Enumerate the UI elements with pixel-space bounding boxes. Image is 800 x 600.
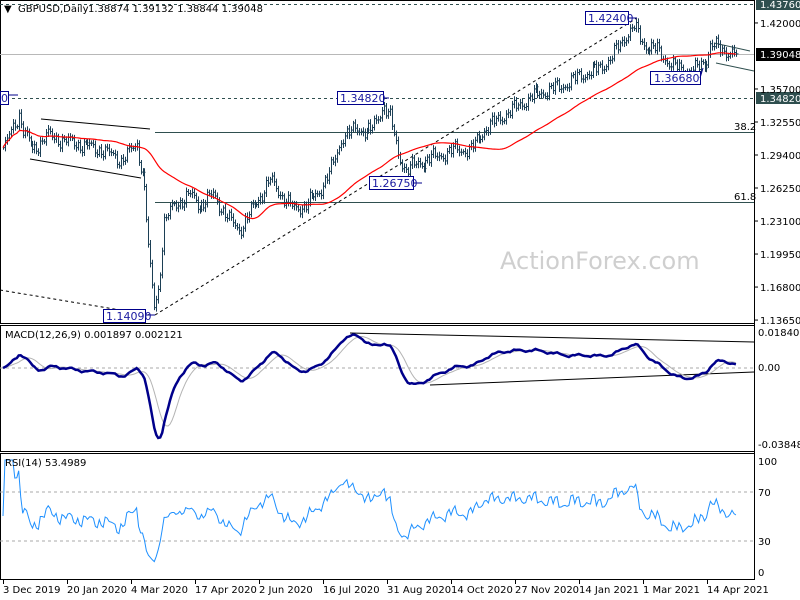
price-tick-label: 1.23100 <box>760 217 800 228</box>
time-tick-label: 14 Oct 2020 <box>451 585 513 596</box>
macd-tick: 0.018403 <box>758 328 800 339</box>
dashed-trendline-rising <box>154 17 638 316</box>
time-tick-label: 16 Jul 2020 <box>323 585 380 596</box>
time-tick-label: 14 Jan 2021 <box>579 585 639 596</box>
axis-highlight-level <box>756 92 800 104</box>
rsi-tick: 30 <box>758 537 771 548</box>
macd-tick: -0.038483 <box>758 440 800 451</box>
time-tick-label: 17 Apr 2020 <box>195 585 257 596</box>
ohlc-values: 1.38874 1.39132 1.38844 1.39048 <box>88 4 263 15</box>
label-text: 0 <box>1 92 8 105</box>
main-panel <box>0 0 755 324</box>
time-tick-label: 2 Jun 2020 <box>259 585 313 596</box>
label-1-34820: 1.34820 <box>337 91 389 105</box>
fib-61-8-label: 61.8 <box>734 192 756 203</box>
label-1-42400: 1.42400 <box>585 11 637 25</box>
time-tick-label: 27 Nov 2020 <box>515 585 579 596</box>
label-1-14090: 1.14090 <box>103 309 155 323</box>
time-tick-label: 4 Mar 2020 <box>131 585 188 596</box>
axis-label-level: 1.34820 <box>760 94 800 105</box>
macd-line <box>2 333 737 440</box>
price-tick-label: 1.13650 <box>760 316 800 327</box>
label-text: 1.34820 <box>340 92 386 105</box>
fib-38-2-label: 38.2 <box>734 122 756 133</box>
rsi-tick: 0 <box>758 568 764 579</box>
moving-average-line <box>2 52 736 220</box>
price-tick-label: 1.32550 <box>760 118 800 129</box>
label-text: 1.14090 <box>106 310 152 323</box>
price-bar <box>736 49 739 57</box>
rsi-tick: 70 <box>758 488 771 499</box>
current-price-label: 1.39048 <box>760 50 800 61</box>
symbol-title: GBPUSD,Daily <box>18 4 89 15</box>
price-tick-label: 1.16800 <box>760 283 800 294</box>
price-tick-label: 1.29400 <box>760 151 800 162</box>
channel-bottom-line <box>29 158 142 179</box>
label-text: 1.42400 <box>588 12 634 25</box>
reference-lines <box>0 4 755 316</box>
macd-top-trendline <box>349 332 755 343</box>
rsi-tick: 100 <box>758 457 777 468</box>
label-text: 1.26750 <box>372 177 418 190</box>
price-axis: 1.43760 1.39048 1.34820 1.42000 1.35700 1.… <box>754 0 800 580</box>
macd-signal-line <box>2 336 737 427</box>
current-price-badge <box>756 48 800 61</box>
collapse-arrow-icon[interactable]: ▼ <box>4 4 12 15</box>
rsi-line <box>2 459 737 563</box>
label-text: 1.36680 <box>654 72 700 85</box>
label-1-36680: 1.36680 <box>650 67 704 85</box>
time-axis: 3 Dec 2019 20 Jan 2020 4 Mar 2020 17 Apr 20… <box>0 579 769 596</box>
axis-label-high: 1.43760 <box>760 0 800 11</box>
macd-tick: 0.00 <box>758 363 780 374</box>
macd-title: MACD(12,26,9) 0.001897 0.002121 <box>5 330 183 341</box>
watermark: ActionForex.com <box>500 247 700 275</box>
price-tick-label: 1.26250 <box>760 184 800 195</box>
channel-top-line <box>40 118 151 130</box>
time-tick-label: 31 Aug 2020 <box>387 585 451 596</box>
rsi-title: RSI(14) 53.4989 <box>5 458 86 469</box>
label-1-26750: 1.26750 <box>369 176 422 190</box>
axis-highlight-high <box>756 0 800 10</box>
label-left-clipped: 0 <box>0 91 18 105</box>
time-tick-label: 20 Jan 2020 <box>67 585 127 596</box>
price-tick-label: 1.19950 <box>760 250 800 261</box>
price-tick-label: 1.35700 <box>760 85 800 96</box>
price-bars <box>3 18 739 312</box>
rsi-panel <box>0 453 755 580</box>
wedge-bottom-line <box>715 62 755 72</box>
price-tick-label: 1.42000 <box>760 19 800 30</box>
time-tick-label: 14 Apr 2021 <box>707 585 769 596</box>
time-tick-label: 1 Mar 2021 <box>643 585 700 596</box>
time-tick-label: 3 Dec 2019 <box>3 585 61 596</box>
